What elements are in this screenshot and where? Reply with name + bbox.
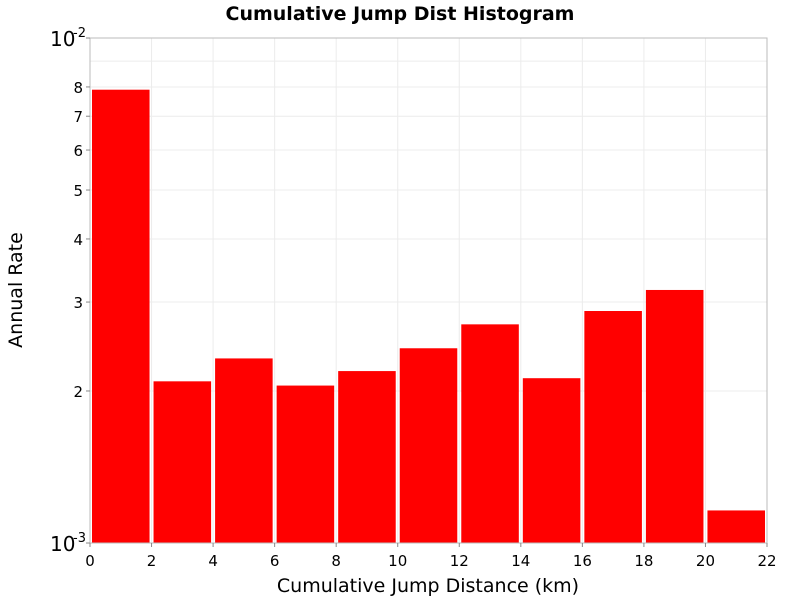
x-tick-label: 14: [511, 552, 530, 570]
y-tick-label: 7: [73, 108, 83, 126]
y-tick-label: 5: [73, 182, 83, 200]
x-tick-label: 22: [757, 552, 776, 570]
x-tick-label: 18: [634, 552, 653, 570]
x-tick-label: 6: [270, 552, 280, 570]
chart-title: Cumulative Jump Dist Histogram: [226, 3, 575, 25]
histogram-bar: [522, 378, 581, 543]
y-major-tick-label: 10: [50, 27, 75, 51]
histogram-bar: [338, 371, 396, 543]
x-tick-label: 20: [696, 552, 715, 570]
plot-area-border: [89, 37, 768, 544]
x-tick-label: 0: [85, 552, 95, 570]
x-tick-label: 16: [573, 552, 592, 570]
histogram-bar: [461, 324, 519, 543]
x-tick-label: 12: [450, 552, 469, 570]
y-tick-label: 6: [73, 142, 83, 160]
histogram-bar: [215, 358, 273, 543]
y-major-tick-exponent: -2: [73, 26, 86, 41]
histogram-bar: [276, 385, 335, 543]
histogram-bar: [584, 311, 642, 543]
x-tick-label: 2: [147, 552, 157, 570]
histogram-bar: [399, 348, 458, 543]
histogram-bar: [645, 289, 704, 543]
histogram-bar: [153, 381, 212, 543]
x-tick-label: 8: [331, 552, 341, 570]
x-tick-label: 10: [388, 552, 407, 570]
y-tick-label: 3: [73, 294, 83, 312]
y-tick-label: 4: [73, 231, 83, 249]
x-tick-label: 4: [208, 552, 218, 570]
y-axis-label: Annual Rate: [5, 232, 27, 348]
bar-layer: [92, 89, 765, 544]
y-major-tick-exponent: -3: [73, 531, 86, 546]
y-tick-label: 2: [73, 383, 83, 401]
histogram-bar: [707, 510, 765, 543]
y-major-tick-label: 10: [50, 532, 75, 556]
x-axis-label: Cumulative Jump Distance (km): [277, 575, 579, 597]
y-tick-label: 8: [73, 79, 83, 97]
histogram-bar: [92, 89, 150, 544]
